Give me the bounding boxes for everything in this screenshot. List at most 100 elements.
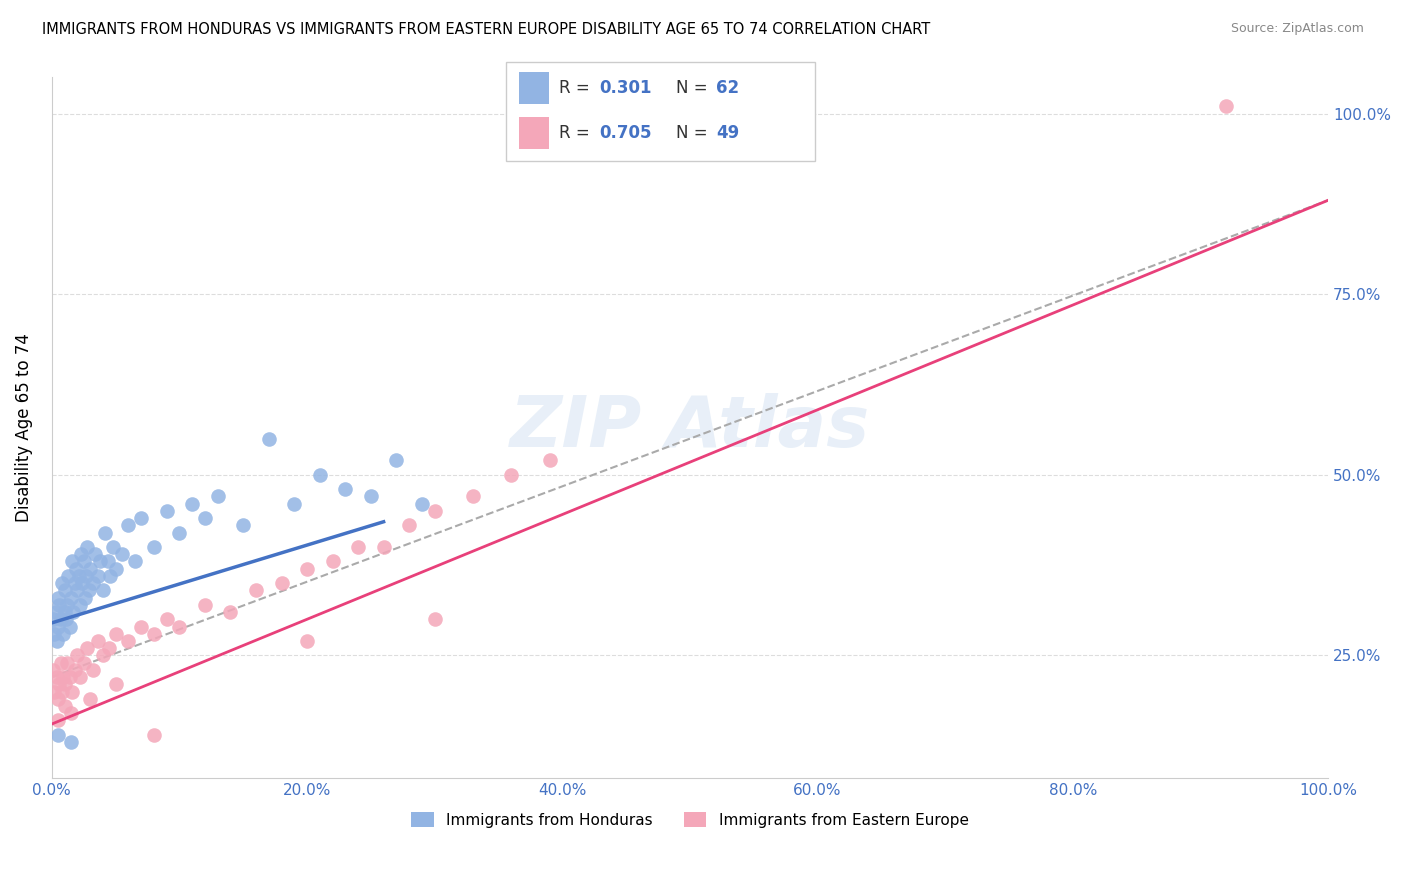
Point [181,497,204,511]
Point [91,583,114,598]
Point [117,518,139,533]
Point [73,656,96,670]
Point [104,677,127,691]
Text: 49: 49 [717,124,740,142]
Point [194,511,217,525]
Point [53,605,76,619]
Point [56,598,79,612]
Legend: Immigrants from Honduras, Immigrants from Eastern Europe: Immigrants from Honduras, Immigrants fro… [405,805,974,834]
Point [169,619,191,633]
Point [129,511,152,525]
Point [322,554,344,568]
Point [66,648,89,663]
Point [52,626,75,640]
Point [104,626,127,640]
Point [156,504,179,518]
Point [51,576,73,591]
Point [70,547,93,561]
Point [142,626,165,640]
Point [104,562,127,576]
Point [48,677,70,691]
Point [97,554,120,568]
Point [59,735,82,749]
Point [77,583,100,598]
Point [79,562,101,576]
Point [461,490,484,504]
Point [308,467,330,482]
Point [49,656,72,670]
Point [232,518,254,533]
Point [257,432,280,446]
Point [283,497,305,511]
Point [91,648,114,663]
Point [59,619,82,633]
Point [52,670,75,684]
Bar [519,72,550,103]
Point [245,583,267,598]
Point [79,691,101,706]
Point [207,490,229,504]
Point [59,706,82,721]
Point [76,641,98,656]
Point [101,540,124,554]
Point [58,569,80,583]
Text: 0.301: 0.301 [599,79,651,97]
Point [84,547,107,561]
Point [86,634,108,648]
Point [45,634,67,648]
Point [169,525,191,540]
Point [94,525,117,540]
Point [76,540,98,554]
Point [411,497,433,511]
Text: Source: ZipAtlas.com: Source: ZipAtlas.com [1230,22,1364,36]
Point [46,619,69,633]
Point [49,612,72,626]
Text: 0.705: 0.705 [599,124,651,142]
Text: ZIP Atlas: ZIP Atlas [510,393,870,462]
Text: N =: N = [676,124,713,142]
Point [73,591,96,605]
Point [194,598,217,612]
Point [60,554,83,568]
Point [42,663,65,677]
Point [295,634,318,648]
Point [111,547,134,561]
Point [89,554,111,568]
Point [100,569,122,583]
Point [63,576,86,591]
Bar [519,118,550,149]
Point [335,482,357,496]
Point [48,598,70,612]
Point [46,691,69,706]
Point [423,504,446,518]
Point [53,677,76,691]
Point [82,576,104,591]
Point [53,698,76,713]
Point [46,728,69,742]
Point [44,684,66,698]
Point [295,562,318,576]
Point [42,612,65,626]
FancyBboxPatch shape [506,62,815,161]
Point [69,598,91,612]
Point [62,605,84,619]
Point [51,684,73,698]
Point [59,670,82,684]
Point [270,576,292,591]
Point [56,656,79,670]
Point [60,684,83,698]
Point [72,576,94,591]
Text: N =: N = [676,79,713,97]
Point [398,518,420,533]
Point [82,663,104,677]
Text: R =: R = [558,79,595,97]
Point [46,714,69,728]
Point [347,540,370,554]
Point [69,670,91,684]
Point [117,634,139,648]
Text: IMMIGRANTS FROM HONDURAS VS IMMIGRANTS FROM EASTERN EUROPE DISABILITY AGE 65 TO : IMMIGRANTS FROM HONDURAS VS IMMIGRANTS F… [42,22,931,37]
Point [501,467,523,482]
Point [129,619,152,633]
Point [75,569,97,583]
Point [65,562,87,576]
